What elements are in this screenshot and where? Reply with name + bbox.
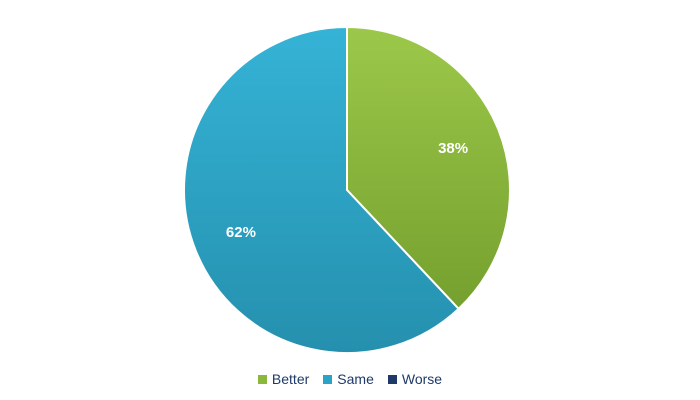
legend-label: Worse [401, 371, 443, 387]
legend-item-worse: Worse [387, 371, 443, 387]
legend-item-same: Same [323, 371, 374, 387]
legend-label: Same [337, 371, 374, 387]
legend-item-better: Better [257, 371, 310, 387]
legend: Better Same Worse [0, 371, 700, 387]
legend-label: Better [271, 371, 310, 387]
data-label-same: 62% [226, 224, 256, 241]
legend-swatch [257, 374, 267, 384]
pie-slice-same [183, 25, 460, 354]
legend-swatch [387, 374, 397, 384]
pie-slice-better [346, 25, 511, 311]
legend-swatch [323, 374, 333, 384]
data-label-better: 38% [438, 140, 468, 157]
